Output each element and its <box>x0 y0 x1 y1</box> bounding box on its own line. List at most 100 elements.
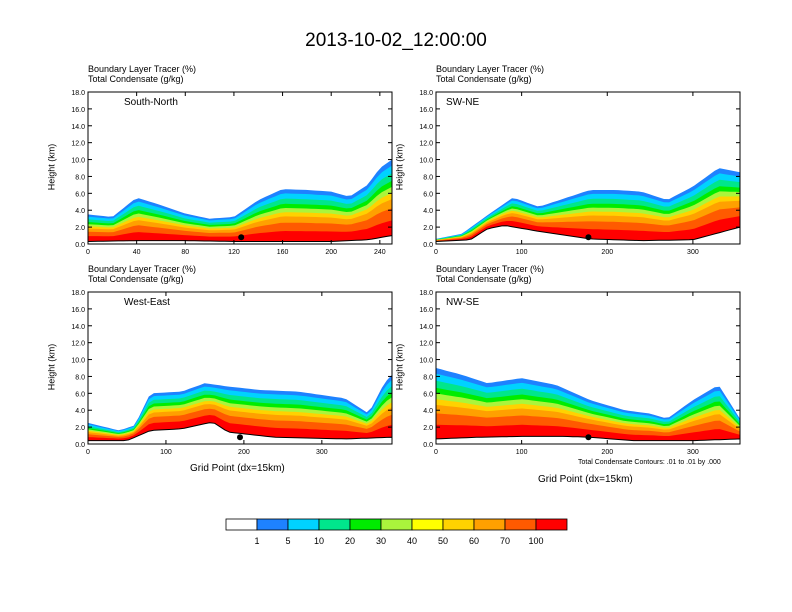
colorbar: 1 5 10 20 30 40 50 60 70 100 <box>225 518 570 546</box>
region-label: West-East <box>124 297 170 308</box>
x-tick-label: 0 <box>434 249 438 256</box>
y-tick-label: 6.0 <box>423 191 433 198</box>
x-tick-label: 40 <box>133 249 141 256</box>
x-tick-label: 80 <box>181 249 189 256</box>
x-tick-label: 200 <box>601 449 613 456</box>
header-line-tracer: Boundary Layer Tracer (%) <box>88 264 197 274</box>
colorbar-box <box>225 518 258 531</box>
colorbar-box <box>380 518 413 531</box>
panel-south-north: Boundary Layer Tracer (%) Total Condensat… <box>30 62 422 292</box>
y-tick-label: 0.0 <box>75 442 85 449</box>
colorbar-box <box>504 518 537 531</box>
x-tick-label: 0 <box>86 249 90 256</box>
location-marker <box>585 234 592 241</box>
y-tick-label: 4.0 <box>75 408 85 415</box>
region-label: South-North <box>124 97 178 108</box>
colorbar-box <box>318 518 351 531</box>
x-tick-label: 200 <box>325 249 337 256</box>
colorbar-box <box>349 518 382 531</box>
y-tick-label: 0.0 <box>423 242 433 249</box>
main-title: 2013-10-02_12:00:00 <box>305 30 487 51</box>
x-tick-label: 240 <box>374 249 386 256</box>
terrain <box>436 225 740 244</box>
y-tick-label: 2.0 <box>75 425 85 432</box>
y-tick-label: 4.0 <box>423 208 433 215</box>
header-line-tracer: Boundary Layer Tracer (%) <box>436 264 545 274</box>
region-label: SW-NE <box>446 97 480 108</box>
contour-note: Total Condensate Contours: .01 to .01 by… <box>578 459 721 466</box>
y-tick-label: 18.0 <box>71 90 85 97</box>
x-tick-label: 200 <box>601 249 613 256</box>
y-tick-label: 10.0 <box>71 158 85 165</box>
colorbar-label: 5 <box>285 536 291 546</box>
y-tick-label: 0.0 <box>423 442 433 449</box>
y-tick-label: 10.0 <box>419 158 433 165</box>
colorbar-label: 1 <box>254 536 260 546</box>
x-axis-label-right: Grid Point (dx=15km) <box>538 474 633 485</box>
panel-sw-ne: Boundary Layer Tracer (%) Total Condensat… <box>378 62 770 292</box>
header-line-tracer: Boundary Layer Tracer (%) <box>88 64 197 74</box>
y-tick-label: 16.0 <box>71 307 85 314</box>
panel-west-east: Boundary Layer Tracer (%) Total Condensat… <box>30 262 422 492</box>
location-marker <box>238 234 245 241</box>
y-tick-label: 6.0 <box>75 191 85 198</box>
colorbar-box <box>411 518 444 531</box>
y-tick-label: 18.0 <box>71 290 85 297</box>
y-tick-label: 16.0 <box>419 107 433 114</box>
panel-nw-se: Boundary Layer Tracer (%) Total Condensat… <box>378 262 770 492</box>
header-line-condensate: Total Condensate (g/kg) <box>436 274 532 284</box>
x-tick-label: 200 <box>238 449 250 456</box>
header-line-condensate: Total Condensate (g/kg) <box>436 74 532 84</box>
y-tick-label: 6.0 <box>423 391 433 398</box>
y-tick-label: 8.0 <box>75 174 85 181</box>
y-tick-label: 4.0 <box>75 208 85 215</box>
colorbar-label: 10 <box>313 536 324 546</box>
colorbar-box <box>287 518 320 531</box>
x-tick-label: 300 <box>687 449 699 456</box>
colorbar-label: 20 <box>344 536 355 546</box>
y-tick-label: 12.0 <box>71 141 85 148</box>
y-tick-label: 8.0 <box>423 174 433 181</box>
x-tick-label: 100 <box>516 449 528 456</box>
location-marker <box>237 434 243 441</box>
region-label: NW-SE <box>446 297 480 308</box>
header-line-condensate: Total Condensate (g/kg) <box>88 274 184 284</box>
y-tick-label: 0.0 <box>75 242 85 249</box>
x-tick-label: 0 <box>86 449 90 456</box>
x-tick-label: 300 <box>687 249 699 256</box>
x-tick-label: 100 <box>160 449 172 456</box>
heatmap-svg: 0.0 2.0 4.0 6.0 8.0 10.0 12.0 14.0 16.0 18.0 0 100 2… <box>419 290 741 456</box>
heatmap-svg: 0.0 2.0 4.0 6.0 8.0 10.0 12.0 14.0 16.0 18.0 0 100 2… <box>71 290 393 456</box>
heatmap-svg: 0.0 2.0 4.0 6.0 8.0 10.0 12.0 14.0 16.0 18.0 0 100 2… <box>419 90 741 256</box>
y-tick-label: 18.0 <box>419 90 433 97</box>
y-tick-label: 12.0 <box>419 141 433 148</box>
terrain <box>88 235 392 244</box>
x-tick-label: 0 <box>434 449 438 456</box>
y-tick-label: 14.0 <box>71 124 85 131</box>
y-tick-label: 10.0 <box>419 358 433 365</box>
plot-frame <box>87 291 393 445</box>
y-tick-label: 12.0 <box>419 341 433 348</box>
y-tick-label: 16.0 <box>419 307 433 314</box>
y-tick-label: 8.0 <box>423 374 433 381</box>
location-marker <box>585 434 592 441</box>
y-tick-label: 12.0 <box>71 341 85 348</box>
y-tick-label: 6.0 <box>75 391 85 398</box>
terrain <box>88 422 392 444</box>
colorbar-label: 50 <box>437 536 448 546</box>
y-tick-label: 14.0 <box>71 324 85 331</box>
colorbar-label: 70 <box>499 536 510 546</box>
colorbar-label: 30 <box>375 536 386 546</box>
tracer-band-8 <box>88 220 392 244</box>
colorbar-box <box>473 518 506 531</box>
y-tick-label: 4.0 <box>423 408 433 415</box>
colorbar-box <box>535 518 568 531</box>
heatmap-svg: 0.0 2.0 4.0 6.0 8.0 10.0 12.0 14.0 16.0 18.0 0 40 80… <box>71 90 393 256</box>
x-tick-label: 120 <box>228 249 240 256</box>
colorbar-boxes <box>225 518 568 531</box>
x-tick-label: 100 <box>516 249 528 256</box>
y-tick-label: 2.0 <box>75 225 85 232</box>
y-tick-label: 2.0 <box>423 425 433 432</box>
plot-frame <box>87 91 393 245</box>
x-tick-label: 300 <box>316 449 328 456</box>
